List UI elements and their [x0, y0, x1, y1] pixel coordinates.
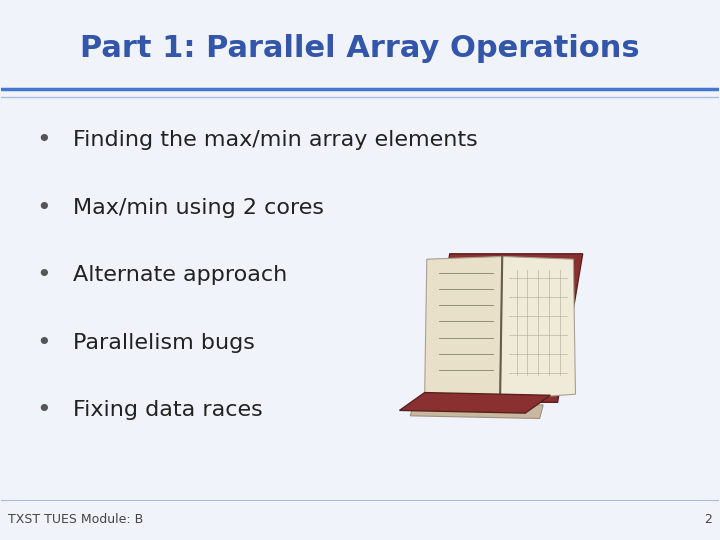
Text: TXST TUES Module: B: TXST TUES Module: B	[8, 513, 143, 526]
Text: Finding the max/min array elements: Finding the max/min array elements	[73, 130, 477, 151]
Text: Parallelism bugs: Parallelism bugs	[73, 333, 255, 353]
Text: 2: 2	[704, 513, 712, 526]
Text: •: •	[37, 129, 51, 152]
Polygon shape	[425, 254, 582, 402]
Polygon shape	[425, 256, 503, 400]
Text: •: •	[37, 196, 51, 220]
Text: Max/min using 2 cores: Max/min using 2 cores	[73, 198, 324, 218]
Polygon shape	[500, 256, 575, 400]
Text: Fixing data races: Fixing data races	[73, 400, 262, 421]
Text: •: •	[37, 399, 51, 422]
Text: Alternate approach: Alternate approach	[73, 265, 287, 286]
Polygon shape	[400, 393, 550, 413]
Polygon shape	[410, 402, 543, 418]
Text: •: •	[37, 264, 51, 287]
Text: •: •	[37, 331, 51, 355]
Text: Part 1: Parallel Array Operations: Part 1: Parallel Array Operations	[80, 34, 640, 63]
